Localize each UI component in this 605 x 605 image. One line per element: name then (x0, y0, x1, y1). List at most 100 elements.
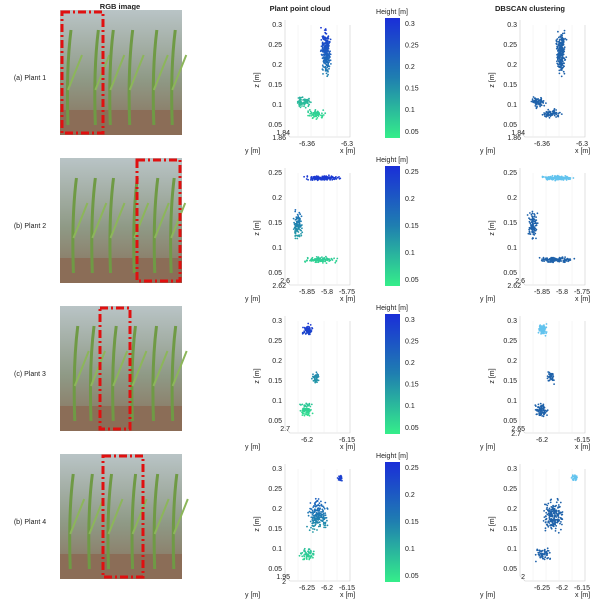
point (339, 479, 341, 482)
point (558, 50, 561, 52)
point (547, 520, 550, 522)
point (538, 551, 541, 553)
point (545, 102, 547, 104)
point (565, 178, 568, 180)
point (307, 511, 309, 514)
point (561, 54, 563, 57)
point (302, 326, 304, 329)
colorbar-tick-label: 0.15 (405, 86, 419, 93)
point (323, 524, 326, 527)
point (564, 175, 567, 177)
z-tick-label: 0.25 (503, 338, 517, 345)
y-axis-label: y [m] (245, 148, 260, 155)
point (321, 46, 324, 48)
z-tick-label: 0.05 (503, 270, 517, 277)
point (531, 223, 534, 226)
point (326, 259, 328, 261)
highlight-box (60, 10, 105, 135)
point (564, 58, 567, 61)
point (531, 216, 534, 219)
point (557, 499, 559, 501)
point (306, 525, 308, 528)
z-tick-label: 0.1 (272, 546, 282, 553)
point (557, 36, 560, 39)
point (303, 330, 306, 333)
point (563, 57, 566, 60)
point (553, 515, 556, 518)
leaf (67, 54, 83, 91)
point (301, 409, 304, 412)
point (541, 415, 543, 417)
point (553, 383, 555, 385)
point (298, 554, 301, 557)
point (548, 116, 551, 119)
point (544, 176, 547, 179)
header: DBSCAN clustering (495, 4, 565, 13)
point (539, 407, 541, 410)
point (329, 56, 331, 58)
z-axis-label: z [m] (489, 220, 496, 235)
point (546, 409, 549, 412)
point (559, 69, 562, 71)
point (328, 42, 330, 45)
point (300, 552, 302, 555)
point (324, 516, 326, 519)
point (557, 30, 559, 33)
point (309, 331, 311, 333)
point (336, 257, 339, 260)
point (311, 514, 314, 516)
point (563, 48, 566, 50)
point (314, 261, 317, 264)
point (315, 515, 318, 518)
point (308, 414, 311, 417)
point (558, 256, 561, 259)
point (294, 237, 297, 240)
point (533, 97, 536, 100)
point (328, 258, 330, 260)
cloud-panel: 0.3 0.25 0.2 0.15 0.1 0.05 z [m] -6.25 -6.2 -6.15… (245, 464, 355, 599)
point (301, 96, 304, 99)
colorbar-tick-label: 0.3 (405, 317, 415, 324)
point (537, 406, 540, 408)
point (557, 176, 560, 179)
y-axis-label: y [m] (480, 592, 495, 599)
point (538, 554, 541, 557)
point (308, 403, 311, 406)
point (292, 217, 295, 220)
point (545, 331, 548, 333)
point (557, 63, 559, 66)
point (325, 60, 328, 63)
point (306, 328, 308, 331)
point (310, 516, 313, 519)
point (324, 50, 326, 53)
point (314, 503, 317, 506)
x-tick-label: -6.25 (534, 585, 550, 592)
point (304, 98, 306, 101)
point (536, 212, 539, 215)
z-tick-label: 0.3 (507, 318, 517, 325)
point (543, 516, 546, 518)
point (561, 52, 564, 54)
point (557, 53, 560, 55)
point (534, 553, 537, 556)
point (559, 505, 561, 508)
colorbar-tick-label: 0.15 (405, 223, 419, 230)
leaf (172, 498, 189, 535)
plant (170, 325, 178, 422)
colorbar-title: Height [m] (376, 157, 408, 164)
z-tick-label: 0.2 (272, 358, 282, 365)
point (320, 504, 323, 507)
point (313, 519, 316, 522)
point (318, 518, 321, 521)
point (301, 231, 304, 234)
point (541, 556, 543, 559)
point (308, 109, 311, 111)
point (534, 219, 537, 222)
point (309, 112, 312, 115)
point (317, 498, 320, 500)
point (561, 57, 564, 60)
point (532, 218, 535, 221)
point (296, 228, 299, 231)
point (554, 530, 557, 532)
point (324, 36, 327, 39)
